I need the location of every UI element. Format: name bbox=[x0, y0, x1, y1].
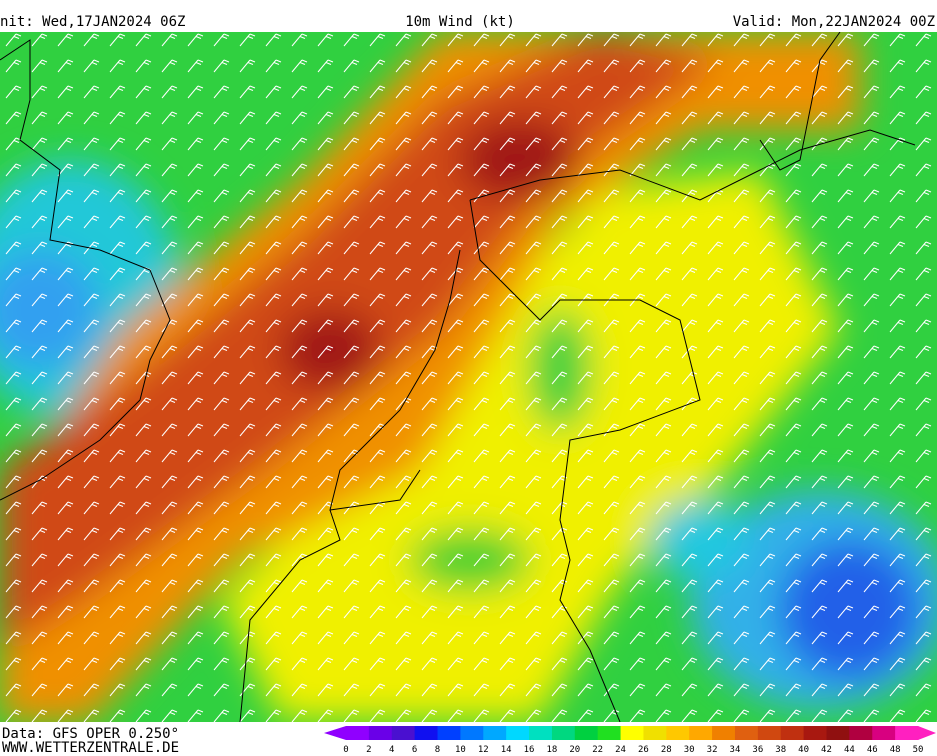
colorbar-tick-label: 42 bbox=[821, 745, 832, 755]
colorbar-high-arrow bbox=[918, 726, 936, 740]
colorbar-tick-label: 14 bbox=[501, 745, 512, 755]
colorbar-tick-label: 38 bbox=[775, 745, 786, 755]
colorbar-swatch bbox=[506, 726, 530, 740]
map bbox=[0, 32, 937, 722]
colorbar-swatch bbox=[849, 726, 873, 740]
colorbar-swatch bbox=[391, 726, 416, 740]
valid-time: Valid: Mon,22JAN2024 00Z bbox=[733, 14, 935, 30]
colorbar-tick-label: 48 bbox=[890, 745, 901, 755]
colorbar-tick-label: 34 bbox=[730, 745, 741, 755]
colorbar-low-arrow bbox=[324, 726, 346, 740]
data-source: Data: GFS OPER 0.250° bbox=[2, 726, 179, 742]
colorbar-tick-label: 12 bbox=[478, 745, 489, 755]
colorbar-swatch bbox=[803, 726, 827, 740]
colorbar-swatch bbox=[414, 726, 439, 740]
colorbar-tick-label: 32 bbox=[707, 745, 718, 755]
colorbar-swatch bbox=[689, 726, 713, 740]
colorbar-swatch bbox=[597, 726, 622, 740]
colorbar-tick-label: 10 bbox=[455, 745, 466, 755]
colorbar-tick-label: 44 bbox=[844, 745, 855, 755]
colorbar-swatch bbox=[574, 726, 599, 740]
colorbar-tick-label: 50 bbox=[913, 745, 924, 755]
site: WWW.WETTERZENTRALE.DE bbox=[2, 740, 179, 756]
colorbar-tick-label: 16 bbox=[524, 745, 535, 755]
colorbar-tick-label: 20 bbox=[569, 745, 580, 755]
colorbar-swatch bbox=[872, 726, 896, 740]
colorbar-tick-label: 28 bbox=[661, 745, 672, 755]
colorbar-swatch bbox=[529, 726, 553, 740]
colorbar-swatch bbox=[620, 726, 644, 740]
wind-barbs bbox=[0, 32, 937, 722]
colorbar-swatch bbox=[757, 726, 782, 740]
colorbar-swatch bbox=[666, 726, 690, 740]
colorbar-tick-label: 22 bbox=[592, 745, 603, 755]
colorbar-tick-label: 6 bbox=[412, 745, 417, 755]
colorbar-tick-label: 30 bbox=[684, 745, 695, 755]
colorbar-tick-label: 4 bbox=[389, 745, 394, 755]
colorbar: 0 2 4 6 8 10 12 14 16 18 20 22 24 26 28 30 32 34 36 38 40 42 4… bbox=[324, 726, 936, 755]
colorbar-tick-label: 24 bbox=[615, 745, 626, 755]
colorbar-tick-label: 36 bbox=[752, 745, 763, 755]
colorbar-tick-label: 18 bbox=[546, 745, 557, 755]
colorbar-tick-label: 8 bbox=[435, 745, 440, 755]
colorbar-tick-label: 40 bbox=[798, 745, 809, 755]
colorbar-tick-label: 0 bbox=[343, 745, 348, 755]
colorbar-swatch bbox=[551, 726, 576, 740]
colorbar-swatch bbox=[346, 726, 370, 740]
colorbar-tick-label: 2 bbox=[366, 745, 371, 755]
colorbar-swatch bbox=[780, 726, 805, 740]
colorbar-swatch bbox=[895, 726, 919, 740]
title: 10m Wind (kt) bbox=[405, 14, 515, 30]
colorbar-swatch bbox=[712, 726, 736, 740]
colorbar-tick-label: 46 bbox=[867, 745, 878, 755]
colorbar-swatch bbox=[826, 726, 850, 740]
coastlines bbox=[0, 32, 916, 722]
colorbar-swatch bbox=[734, 726, 759, 740]
colorbar-tick-label: 26 bbox=[638, 745, 649, 755]
colorbar-swatch bbox=[437, 726, 461, 740]
colorbar-swatch bbox=[643, 726, 667, 740]
colorbar-swatch bbox=[368, 726, 393, 740]
init-time: nit: Wed,17JAN2024 06Z bbox=[0, 14, 185, 30]
colorbar-swatch bbox=[460, 726, 484, 740]
colorbar-swatch bbox=[483, 726, 507, 740]
